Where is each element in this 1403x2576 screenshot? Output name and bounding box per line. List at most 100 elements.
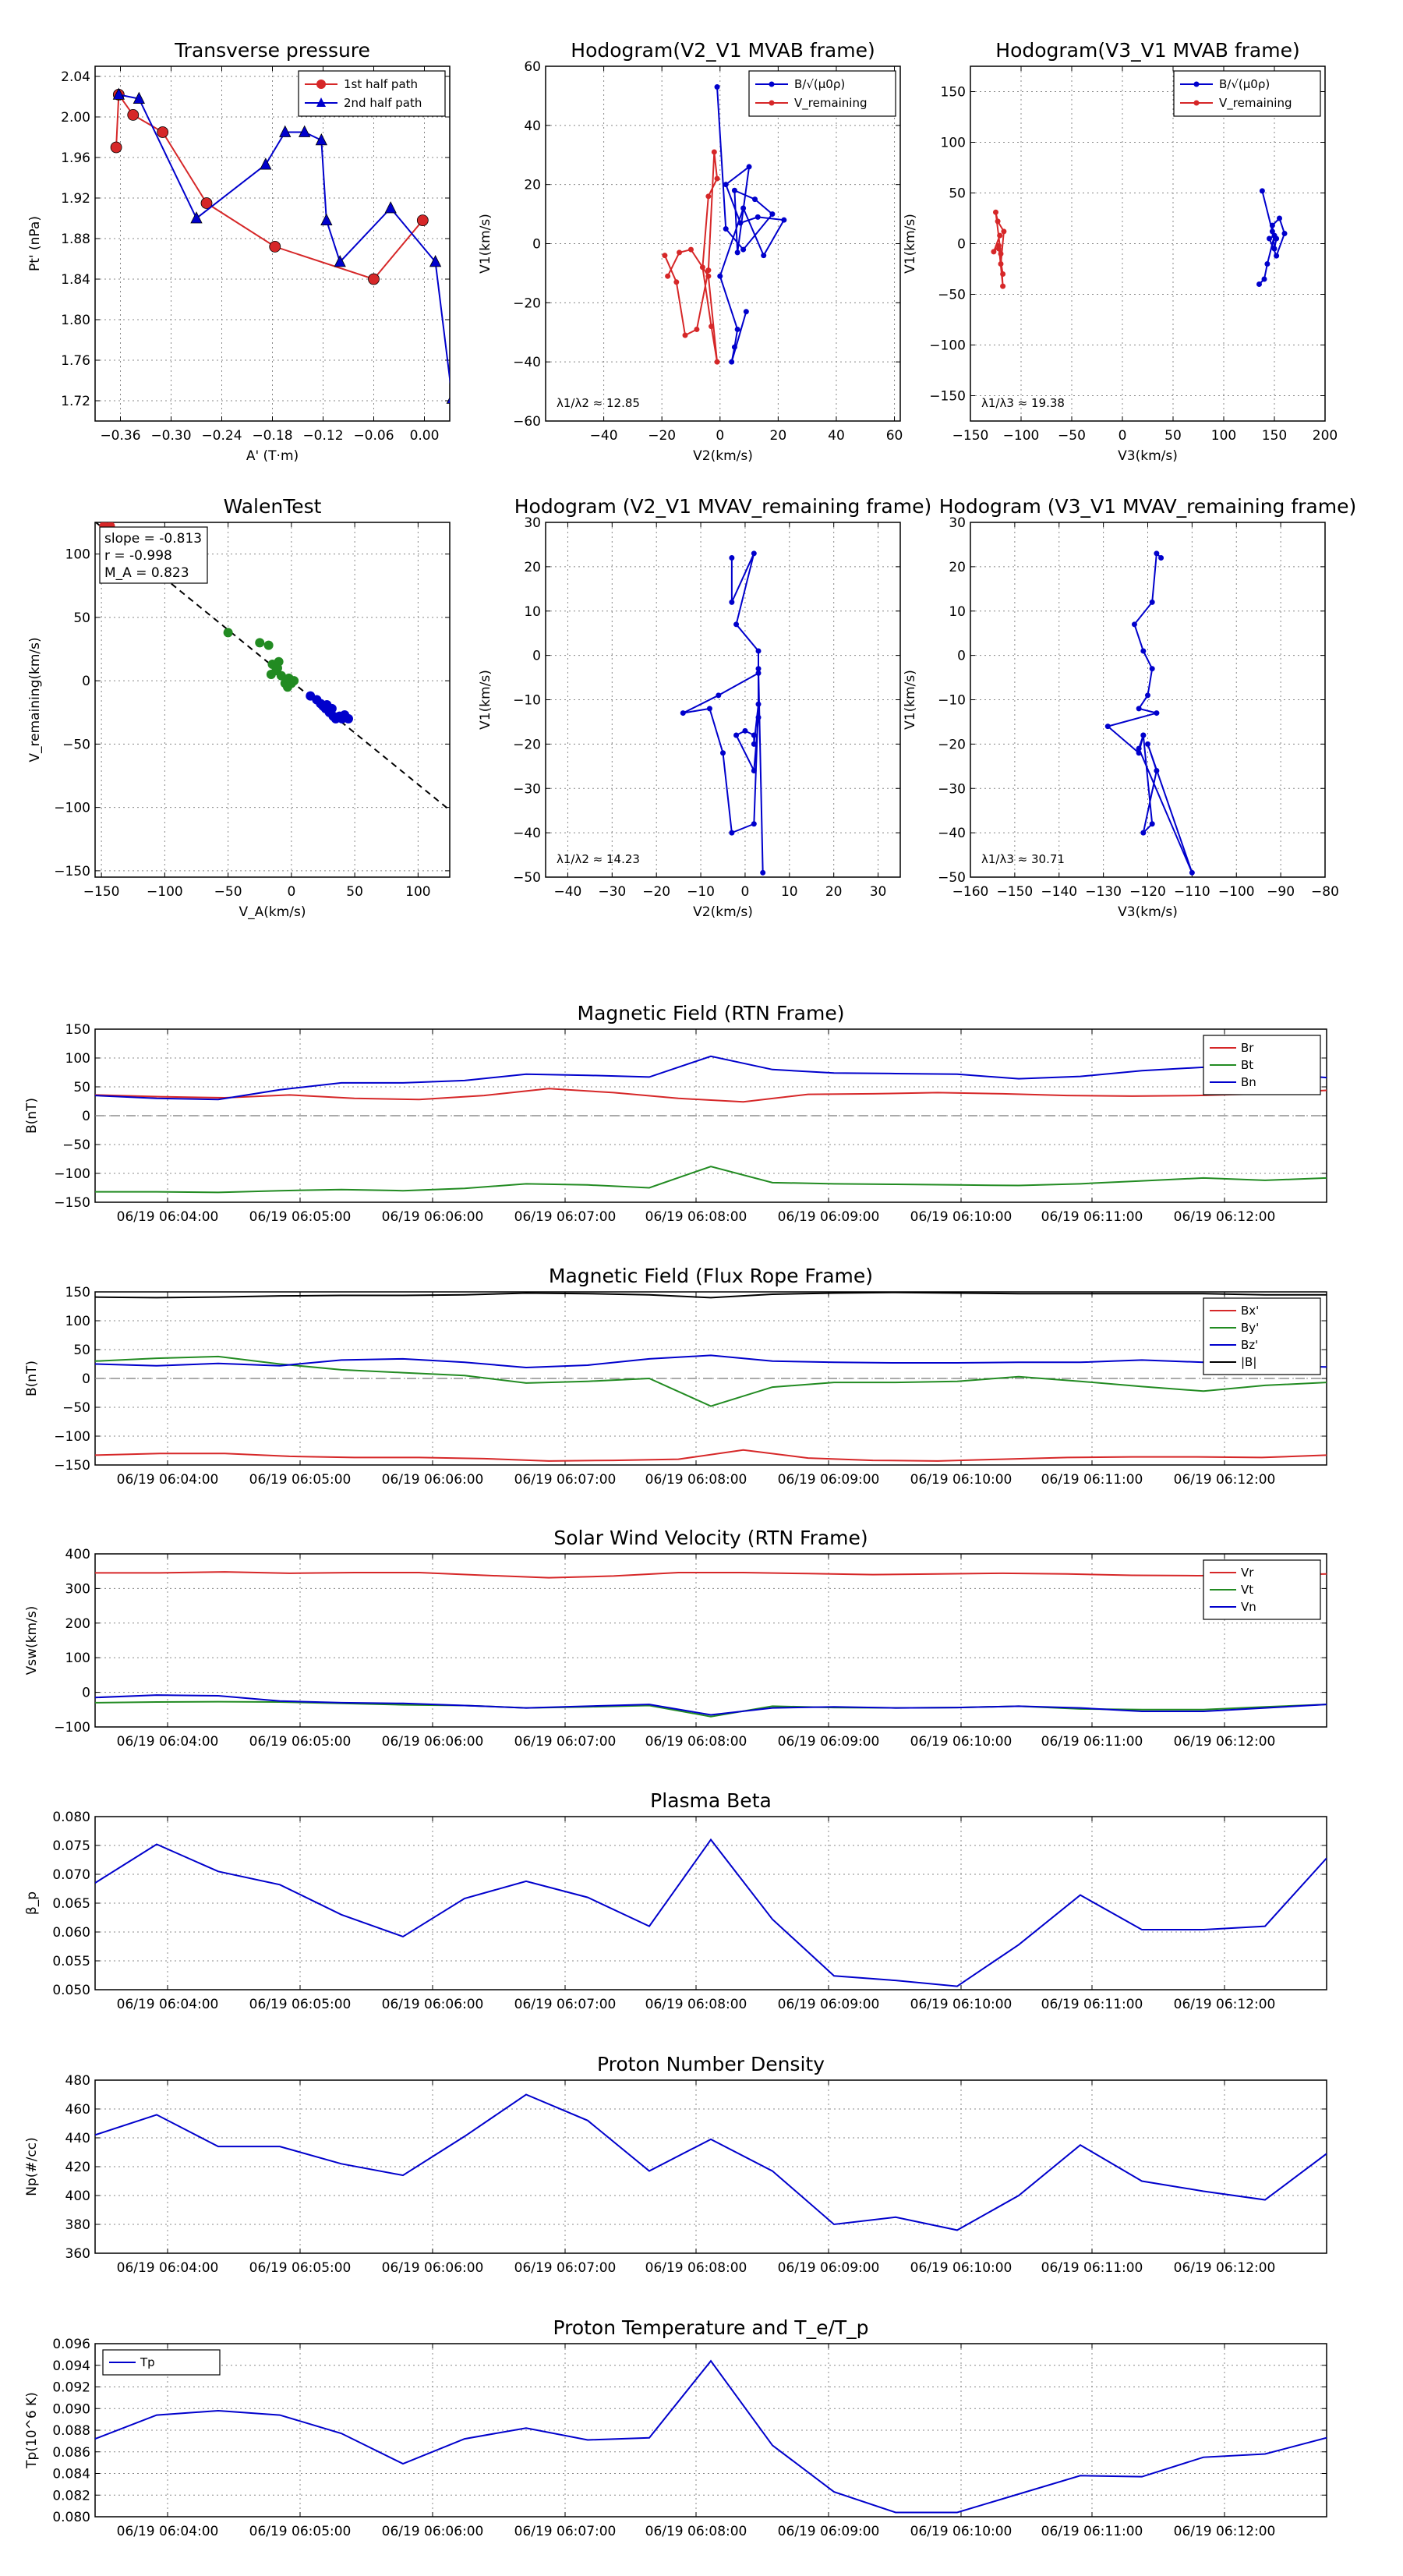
data-point [673,279,680,285]
y-tick-label: 0.050 [52,1983,90,1998]
plot-frame [545,65,901,422]
chart-title: Hodogram (V3_V1 MVAV_remaining frame) [939,495,1357,518]
x-tick-label: 06/19 06:05:00 [249,2524,352,2539]
x-tick-label: −130 [1085,884,1122,900]
y-axis-label: Vsw(km/s) [24,1606,40,1675]
legend-label: Vt [1241,1583,1253,1597]
x-tick-label: 06/19 06:09:00 [778,2260,880,2276]
data-point [1136,745,1142,752]
y-tick-label: 100 [65,547,90,563]
legend-marker [769,100,775,106]
x-tick-label: 06/19 06:12:00 [1174,1209,1276,1225]
y-tick-label: 0 [82,1109,90,1124]
data-point [1131,621,1137,628]
legend-label: Vr [1241,1566,1254,1580]
legend-label: B/√(μ0ρ) [794,77,845,91]
data-point [1154,768,1160,773]
data-point [714,84,720,90]
y-tick-label: 1.72 [61,394,90,409]
y-tick-label: −100 [54,1720,90,1736]
data-point [1189,869,1195,876]
data-point [299,125,311,137]
plot-area [680,550,766,876]
legend-label: Bn [1241,1075,1256,1089]
y-tick-label: 0.080 [52,1810,90,1825]
x-tick-label: 0 [741,884,750,900]
chart-hodo_v3v1_mvab: −150 −100 −50 0 50 100 150 −150 −100 −50 0 50 100 150… [903,39,1338,464]
data-point [273,663,282,673]
y-tick-label: 0.096 [52,2337,90,2352]
x-tick-label: 100 [405,884,430,900]
series-line [663,151,719,363]
y-tick-label: 20 [949,560,966,575]
data-point [1271,246,1278,252]
x-tick-label: 06/19 06:10:00 [910,1472,1012,1488]
data-point [1149,666,1155,672]
y-tick-label: 150 [65,1022,90,1038]
data-point [1104,724,1111,730]
y-tick-label: −150 [54,1195,90,1211]
data-point [998,251,1004,257]
data-point [729,599,735,605]
data-point [769,211,776,218]
x-tick-label: 06/19 06:10:00 [910,1209,1012,1225]
series-bt [95,1166,1327,1194]
x-axis-label: V2(km/s) [693,904,753,920]
plot-frame [970,65,1326,422]
y-tick-label: 50 [73,610,90,626]
y-tick-label: −30 [938,781,966,797]
x-tick-label: −40 [553,884,581,900]
data-point [263,640,274,650]
x-tick-label: 06/19 06:07:00 [514,1997,617,2012]
data-point [729,359,735,365]
y-tick-label: 20 [524,560,541,575]
x-tick-label: 06/19 06:11:00 [1041,2260,1143,2276]
x-tick-label: −100 [1003,428,1040,444]
x-tick-label: 06/19 06:07:00 [514,2260,617,2276]
data-point [755,670,762,676]
data-point [760,869,766,876]
legend-marker [316,97,326,107]
legend-label: Br [1241,1041,1254,1055]
data-point [157,126,169,138]
x-tick-label: 06/19 06:08:00 [645,2260,747,2276]
x-tick-label: 06/19 06:11:00 [1041,2524,1143,2539]
x-tick-label: 100 [1211,428,1236,444]
x-tick-label: 06/19 06:05:00 [249,2260,352,2276]
x-tick-label: 06/19 06:06:00 [382,1472,484,1488]
x-tick-label: 06/19 06:12:00 [1174,1472,1276,1488]
data-point [781,217,787,223]
data-point [714,175,720,182]
series-tp [95,2359,1327,2514]
x-tick-label: 06/19 06:10:00 [910,2260,1012,2276]
data-point [729,830,735,836]
chart-proton_temperature: 0.080 0.082 0.084 0.086 0.088 0.090 0.092 0.094… [24,2316,1327,2539]
legend-marker [769,81,775,87]
legend: B/√(μ0ρ) V_remaining [1173,70,1321,117]
stats-line: slope = -0.813 [104,531,202,547]
data-point [709,324,715,330]
series-bx [95,1449,1327,1462]
stats-line: r = -0.998 [104,548,172,564]
y-tick-label: 380 [65,2217,90,2233]
x-tick-label: 06/19 06:08:00 [645,1209,747,1225]
data-point [687,246,694,253]
data-point [1271,232,1278,239]
y-tick-label: −20 [513,295,541,311]
x-tick-label: 10 [781,884,798,900]
legend: Br Bt Bn [1203,1035,1321,1095]
eigenvalue-ratio: λ1/λ3 ≈ 19.38 [981,396,1065,410]
series-bn [95,1055,1327,1101]
x-tick-label: 06/19 06:07:00 [514,2524,617,2539]
x-tick-label: 06/19 06:09:00 [778,1734,880,1750]
y-tick-label: 0 [957,237,966,253]
x-tick-label: 06/19 06:06:00 [382,1997,484,2012]
x-tick-label: 06/19 06:12:00 [1174,2260,1276,2276]
x-tick-label: −30 [598,884,626,900]
data-point [737,220,744,226]
y-tick-label: −50 [938,870,966,886]
legend: 1st half path 2nd half path [298,70,446,117]
x-tick-label: −80 [1311,884,1339,900]
data-point [223,628,233,638]
data-point [200,197,213,209]
